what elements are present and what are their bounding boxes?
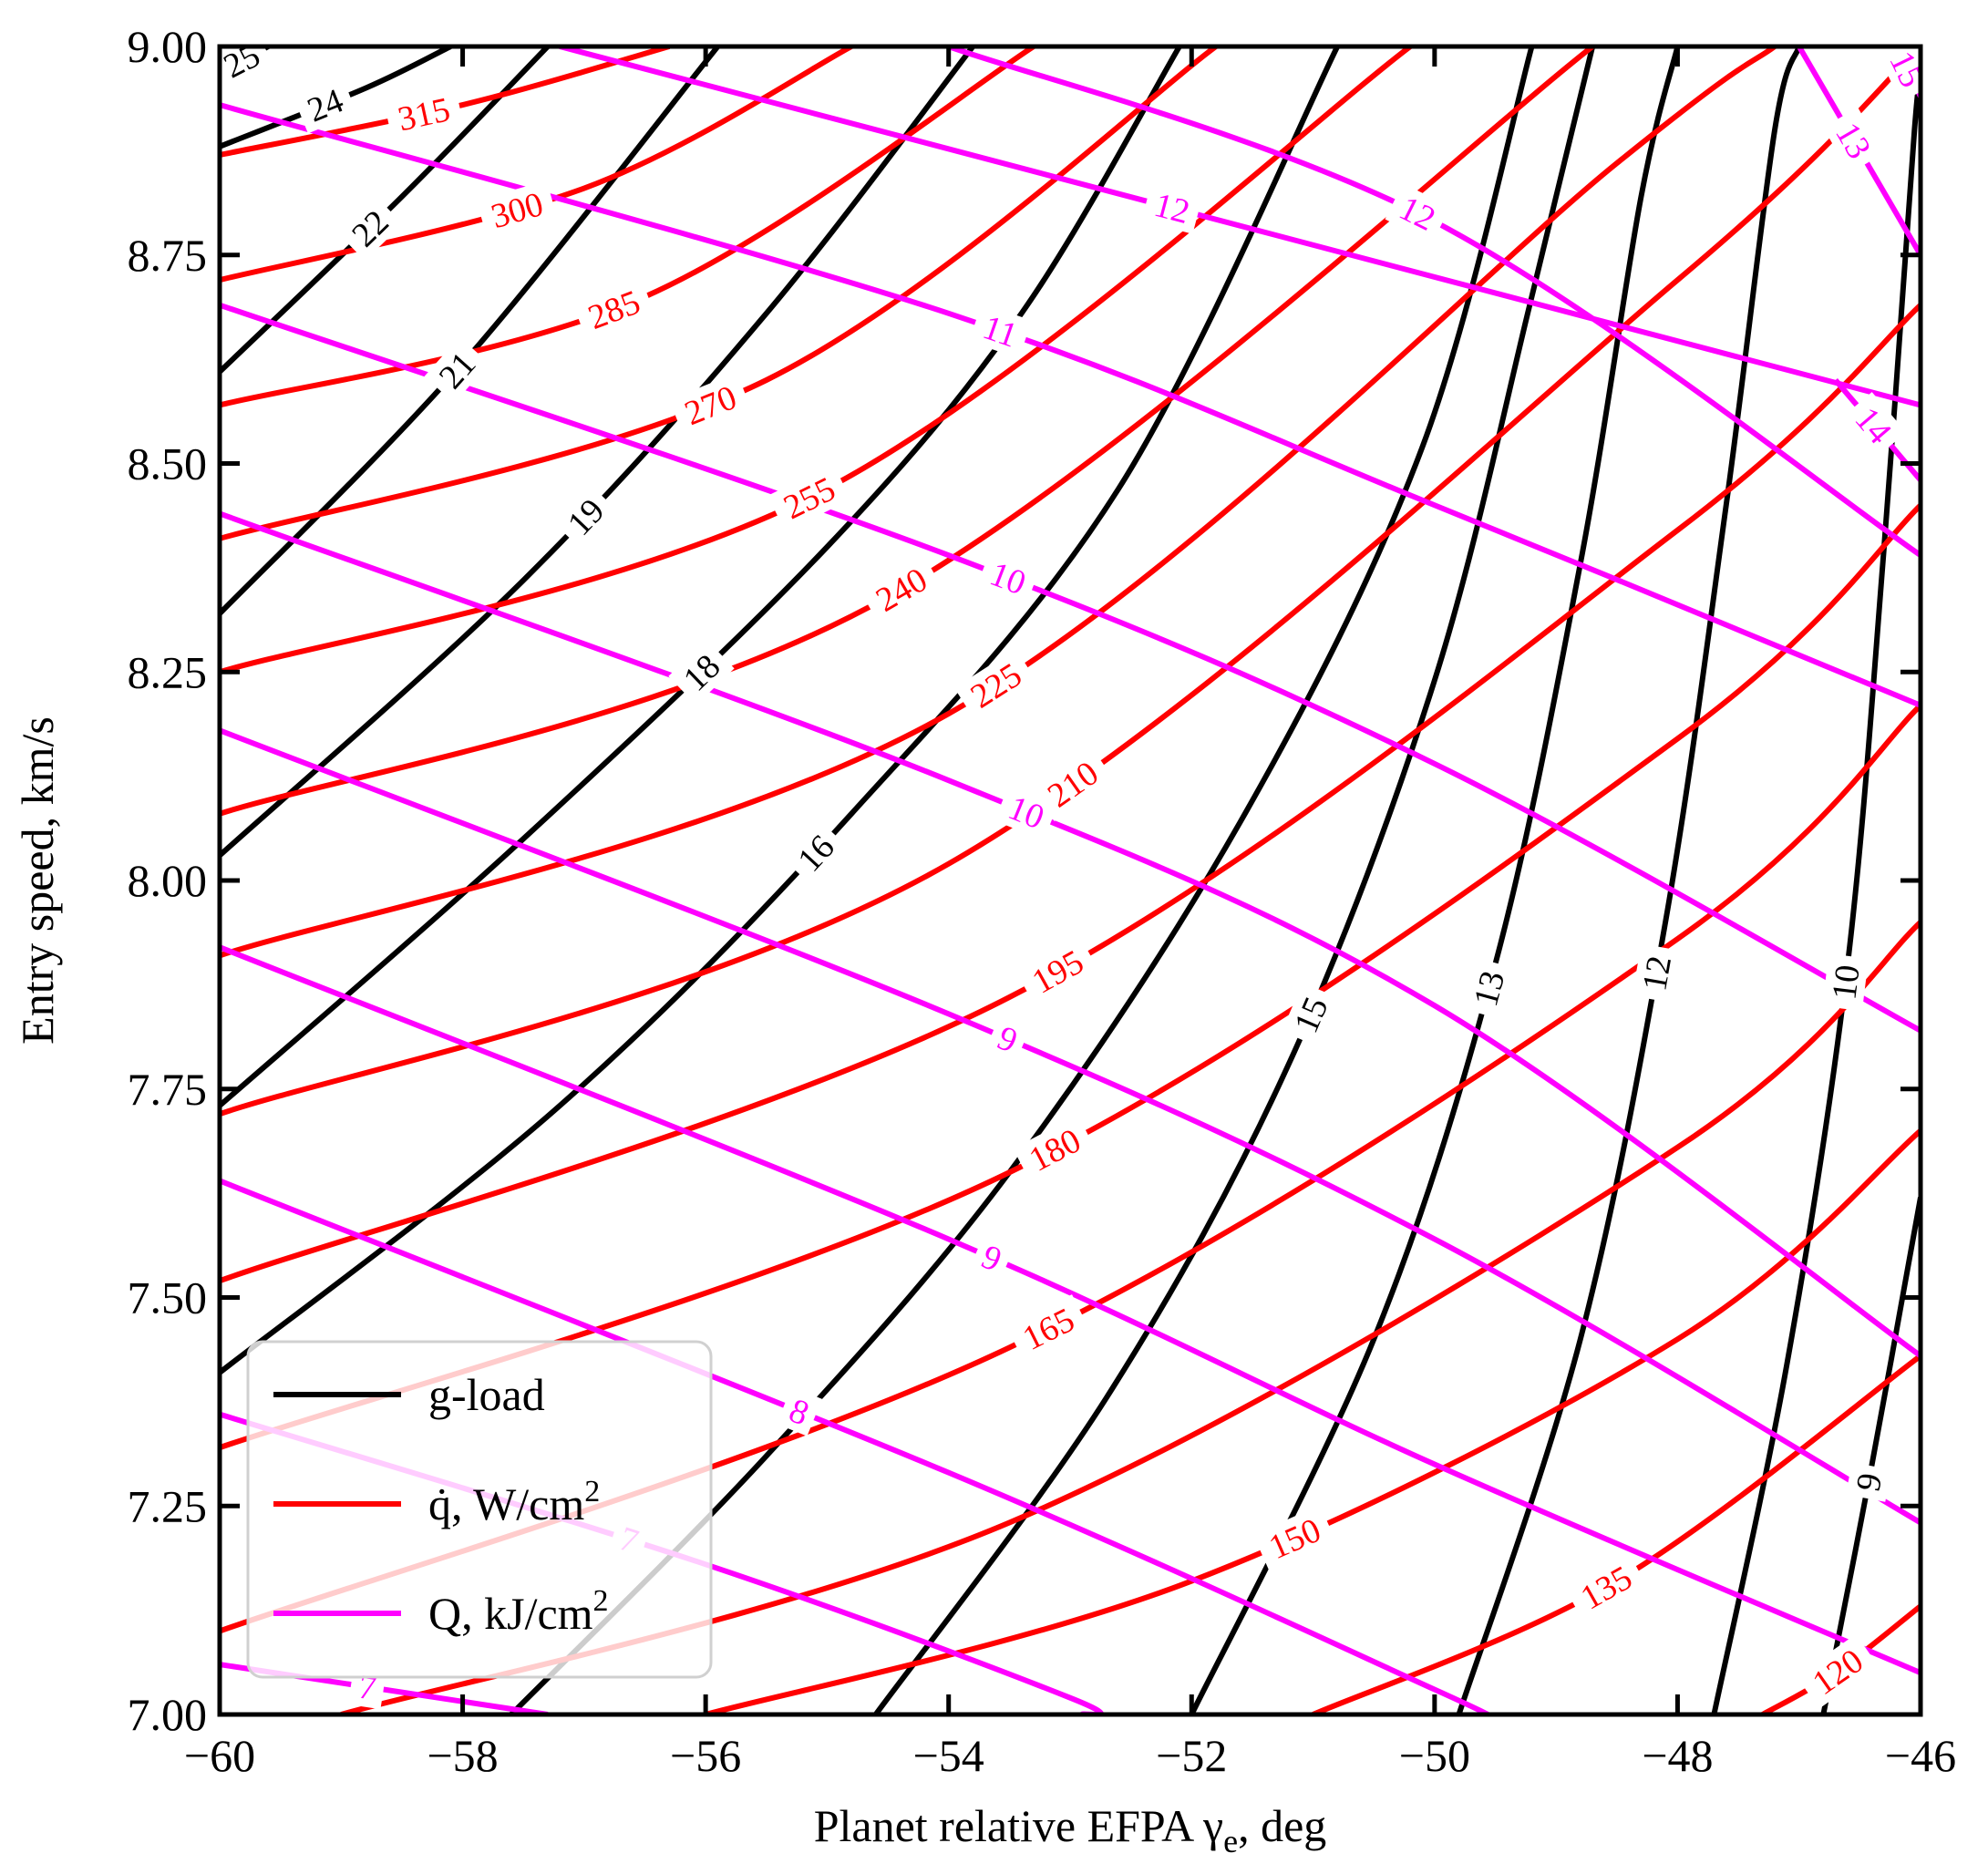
heat-rate-contour bbox=[705, 1128, 1921, 1714]
heat-load-contour-label-bg bbox=[984, 1014, 1031, 1065]
heat-load-contour bbox=[220, 1178, 1492, 1714]
heat-rate-contour-label-bg bbox=[1013, 1115, 1097, 1185]
g-load-contour-label-bg bbox=[1282, 982, 1340, 1047]
x-tick-label: −60 bbox=[184, 1730, 255, 1781]
heat-load-contour bbox=[220, 727, 1921, 1526]
y-tick-label: 7.00 bbox=[128, 1689, 208, 1740]
x-tick-label: −56 bbox=[670, 1730, 741, 1781]
y-tick-label: 8.50 bbox=[128, 438, 208, 489]
heat-rate-contour-label-bg bbox=[384, 86, 464, 141]
g-load-contour-label-bg bbox=[552, 483, 619, 551]
heat-load-contour bbox=[220, 944, 1921, 1676]
heat-load-contour-label-bg bbox=[777, 1386, 822, 1436]
g-load-contour-label-bg bbox=[293, 76, 357, 134]
y-tick-label: 7.50 bbox=[128, 1272, 208, 1323]
heat-load-contour-label-bg bbox=[968, 303, 1033, 359]
g-load-contour bbox=[220, 46, 1182, 1108]
heat-rate-contour-label-bg bbox=[1796, 1633, 1880, 1709]
g-load-contour bbox=[1456, 46, 1802, 1714]
g-load-contour-label-bg bbox=[1846, 1462, 1891, 1502]
y-axis-title: Entry speed, km/s bbox=[12, 716, 63, 1045]
y-tick-label: 8.75 bbox=[128, 230, 208, 281]
heat-load-contour bbox=[559, 46, 1921, 408]
g-load-contour-label-bg bbox=[668, 639, 735, 705]
heat-load-contour-label-bg bbox=[994, 783, 1059, 841]
g-load-contour-label-bg bbox=[424, 336, 489, 404]
heat-rate-contour bbox=[220, 303, 1921, 1284]
heat-load-contour-label-bg bbox=[968, 1232, 1015, 1283]
heat-load-contour-label-bg bbox=[1141, 181, 1203, 234]
heat-load-contour-label-bg bbox=[1823, 107, 1885, 174]
x-tick-labels: −60 −58 −56 −54 −52 −50 −48 −46 bbox=[184, 1730, 1956, 1781]
heat-rate-contour-label-bg bbox=[1006, 1294, 1090, 1364]
y-tick-label: 8.25 bbox=[128, 646, 208, 697]
y-tick-label: 7.25 bbox=[128, 1480, 208, 1531]
heat-rate-contour-label-bg bbox=[860, 553, 943, 625]
contour-lines bbox=[220, 46, 1921, 1714]
g-load-contour-label-bg bbox=[1632, 943, 1681, 1004]
axis-ticks bbox=[217, 44, 1923, 1717]
x-tick-label: −48 bbox=[1642, 1730, 1713, 1781]
g-load-contour bbox=[1711, 80, 1921, 1714]
g-load-contour bbox=[220, 46, 452, 149]
g-load-contour bbox=[220, 46, 551, 375]
x-tick-label: −52 bbox=[1156, 1730, 1227, 1781]
g-load-contour bbox=[1189, 46, 1681, 1714]
g-load-contour-label: 12 bbox=[1635, 953, 1679, 994]
legend-g-load-label: g-load bbox=[428, 1369, 545, 1420]
x-tick-label: −58 bbox=[427, 1730, 498, 1781]
heat-load-contour bbox=[220, 302, 1921, 1034]
heat-rate-contour-label-bg bbox=[669, 372, 752, 438]
heat-rate-contour-label-bg bbox=[1015, 935, 1099, 1007]
heat-rate-contour-label-bg bbox=[1564, 1551, 1648, 1623]
x-tick-label: −46 bbox=[1885, 1730, 1956, 1781]
heat-rate-contour bbox=[220, 46, 1218, 541]
heat-rate-contour-label-bg bbox=[572, 277, 655, 342]
heat-load-contour-label-bg bbox=[1385, 183, 1451, 243]
heat-rate-contour bbox=[220, 46, 1777, 959]
heat-rate-contour-label-bg bbox=[476, 180, 558, 240]
legend: g-load q̇, W/cm2 Q, kJ/cm2 bbox=[246, 1340, 713, 1679]
heat-rate-contour bbox=[220, 46, 853, 283]
heat-load-contour bbox=[220, 510, 1921, 1358]
g-load-contour-label-bg bbox=[1822, 953, 1869, 1012]
heat-load-contour-label-bg bbox=[1877, 46, 1921, 102]
heat-rate-contour-label-bg bbox=[953, 648, 1038, 722]
y-tick-label: 9.00 bbox=[128, 21, 208, 72]
x-axis-title: Planet relative EFPA γe, deg bbox=[814, 1800, 1327, 1859]
g-load-contour-label-bg bbox=[782, 819, 849, 887]
heat-load-contour bbox=[220, 102, 1921, 708]
legend-heat-rate-label: q̇, W/cm2 bbox=[428, 1475, 600, 1529]
g-load-contour-label-bg bbox=[220, 46, 274, 90]
heat-load-contour-label-bg bbox=[1841, 392, 1907, 458]
legend-box bbox=[246, 1340, 713, 1679]
g-load-contour bbox=[220, 46, 975, 858]
y-tick-label: 7.75 bbox=[128, 1064, 208, 1115]
g-load-contour-label-bg bbox=[1462, 957, 1516, 1020]
y-tick-labels: 7.00 7.25 7.50 7.75 8.00 8.25 8.50 8.75 9.00 bbox=[128, 21, 208, 1740]
heat-rate-contour-label-bg bbox=[1252, 1505, 1336, 1571]
x-tick-label: −54 bbox=[913, 1730, 984, 1781]
heat-rate-contour bbox=[220, 46, 1921, 1117]
g-load-contour bbox=[873, 46, 1596, 1714]
x-tick-label: −50 bbox=[1399, 1730, 1470, 1781]
g-load-contour-label: 10 bbox=[1825, 963, 1867, 1002]
g-load-contour bbox=[220, 46, 1340, 1375]
heat-load-contour-label-bg bbox=[976, 550, 1040, 607]
g-load-contour-label-bg bbox=[336, 195, 403, 262]
y-tick-label: 8.00 bbox=[128, 855, 208, 906]
legend-heat-load-label: Q, kJ/cm2 bbox=[428, 1584, 609, 1639]
g-load-contour bbox=[509, 46, 1535, 1714]
heat-rate-contour-label-bg bbox=[767, 463, 851, 532]
